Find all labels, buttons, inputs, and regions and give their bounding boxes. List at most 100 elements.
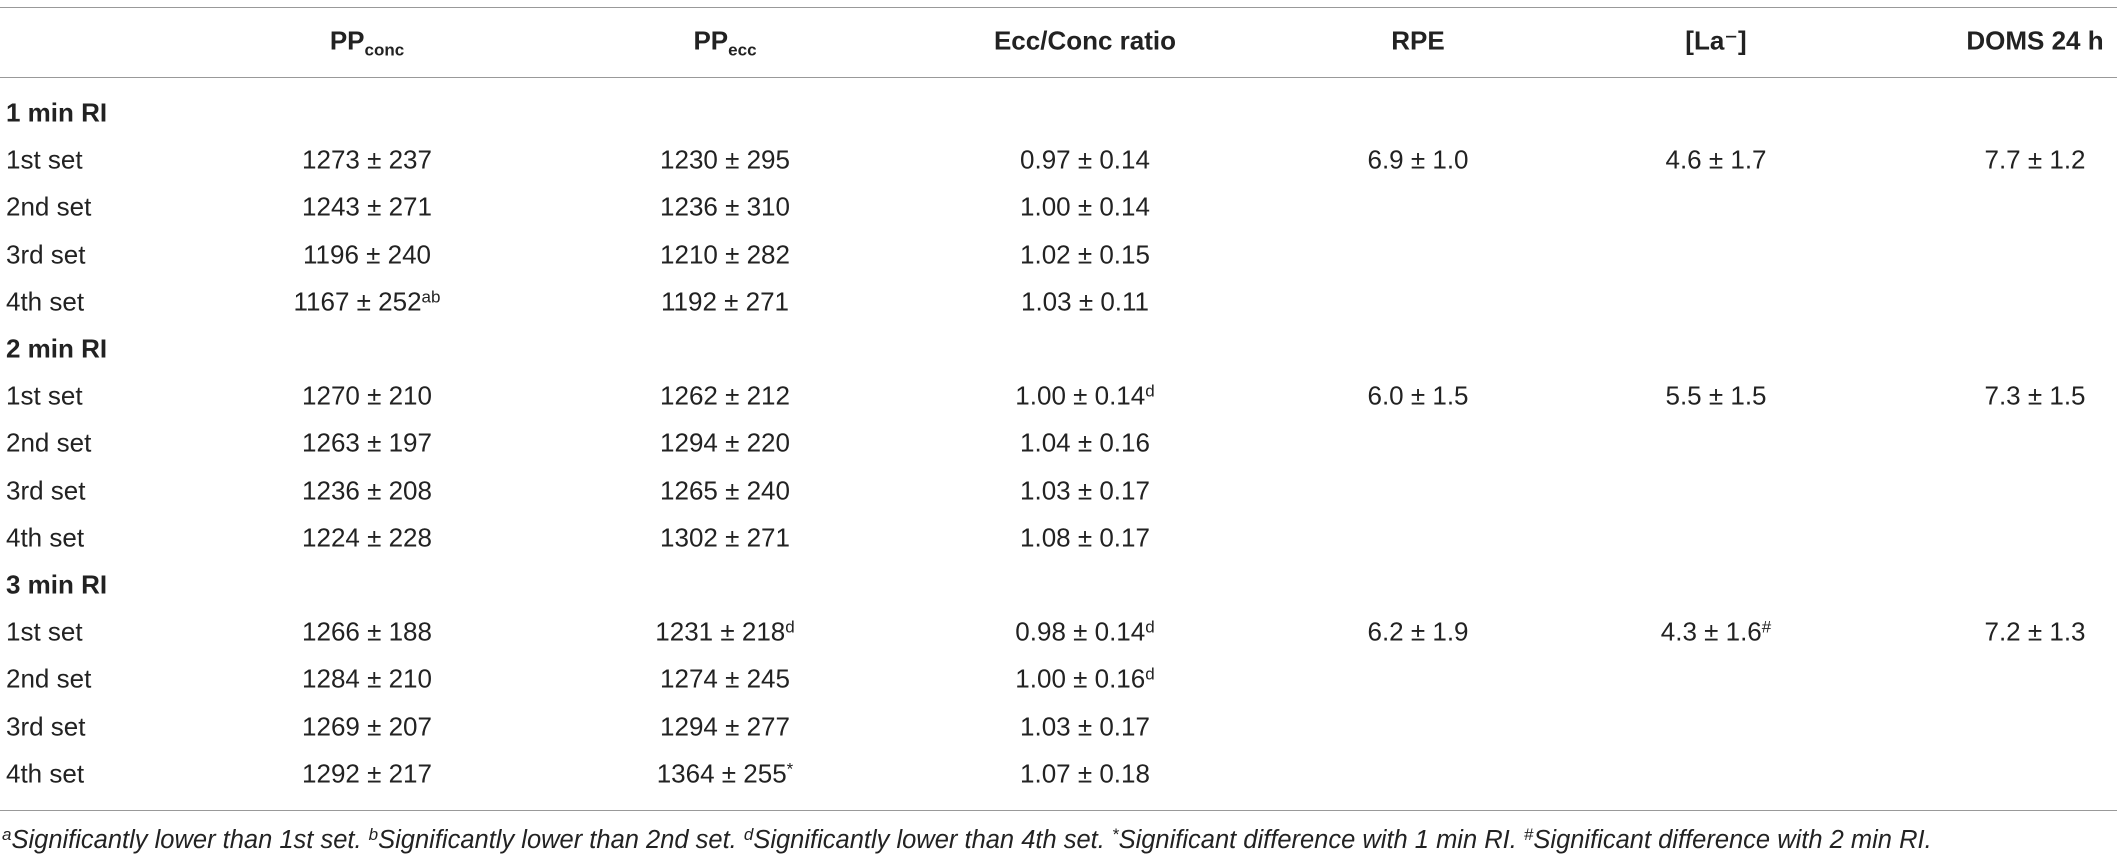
superscript: d — [785, 617, 795, 637]
data-cell: 1263 ± 197 — [302, 428, 432, 459]
row-label: 4th set — [6, 522, 85, 553]
cell-text: 1.00 ± 0.14 — [1015, 380, 1146, 411]
footnote-text: Significantly lower than 1st set. — [11, 826, 362, 854]
superscript: d — [1145, 381, 1155, 401]
group-label: 3 min RI — [6, 569, 108, 600]
group-label: 1 min RI — [6, 97, 108, 128]
bottom-rule — [0, 810, 2117, 811]
data-cell: 4.6 ± 1.7 — [1665, 145, 1766, 176]
data-cell: 1266 ± 188 — [302, 617, 432, 648]
column-header: PPconc — [330, 26, 404, 59]
data-cell: 1292 ± 217 — [302, 758, 432, 789]
data-cell: 1196 ± 240 — [303, 239, 431, 270]
cell-text: 1364 ± 255 — [656, 758, 787, 789]
data-cell: 1274 ± 245 — [660, 664, 790, 695]
cell-text: 1294 ± 220 — [660, 427, 790, 458]
row-label: 1st set — [6, 616, 83, 647]
cell-text: 4.3 ± 1.6 — [1660, 616, 1762, 647]
data-cell: 4.3 ± 1.6# — [1661, 617, 1771, 648]
data-cell: 1.07 ± 0.18 — [1020, 758, 1150, 789]
cell-text: 1302 ± 271 — [660, 522, 790, 553]
cell-text: 1196 ± 240 — [302, 239, 432, 270]
footnotes: aSignificantly lower than 1st set. bSign… — [2, 826, 1932, 855]
column-header: [La⁻] — [1685, 26, 1746, 57]
data-cell: 1302 ± 271 — [660, 522, 790, 553]
data-cell: 1.03 ± 0.11 — [1021, 286, 1149, 317]
data-cell: 1231 ± 218d — [655, 617, 794, 648]
data-cell: 7.3 ± 1.5 — [1984, 381, 2085, 412]
cell-text: 1263 ± 197 — [302, 427, 432, 458]
cell-text: RPE — [1391, 25, 1445, 56]
data-cell: 6.2 ± 1.9 — [1367, 617, 1468, 648]
cell-text: 1.04 ± 0.16 — [1020, 427, 1150, 458]
cell-text: PP — [693, 25, 729, 56]
data-cell: 1192 ± 271 — [661, 286, 789, 317]
footnote-mark: d — [743, 825, 754, 844]
footnote-mark: a — [2, 825, 12, 844]
cell-text: 1236 ± 310 — [660, 191, 790, 222]
data-cell: 1.00 ± 0.16d — [1015, 664, 1154, 695]
group-label: 2 min RI — [6, 333, 108, 364]
cell-text: 1.00 ± 0.14 — [1020, 191, 1150, 222]
cell-text: 1231 ± 218 — [655, 616, 786, 647]
data-cell: 1236 ± 208 — [302, 475, 432, 506]
superscript: ab — [421, 287, 441, 307]
footnote-mark: b — [368, 825, 379, 844]
data-cell: 1265 ± 240 — [660, 475, 790, 506]
cell-text: 6.9 ± 1.0 — [1367, 144, 1469, 175]
cell-text: 7.3 ± 1.5 — [1984, 380, 2086, 411]
data-cell: 1.03 ± 0.17 — [1020, 711, 1150, 742]
cell-text: 1.03 ± 0.11 — [1021, 286, 1149, 317]
data-cell: 1.03 ± 0.17 — [1020, 475, 1150, 506]
cell-text: 1284 ± 210 — [302, 663, 432, 694]
cell-text: 1224 ± 228 — [302, 522, 432, 553]
footnote-text: Significant difference with 1 min RI. — [1118, 826, 1517, 854]
cell-text: 1230 ± 295 — [660, 144, 790, 175]
row-label: 3rd set — [6, 711, 86, 742]
column-header: RPE — [1391, 26, 1444, 57]
top-rule — [0, 7, 2117, 8]
cell-text: 1273 ± 237 — [302, 144, 432, 175]
footnote: *Significant difference with 1 min RI. — [1112, 826, 1517, 854]
column-header: DOMS 24 h — [1966, 26, 2103, 57]
data-cell: 1230 ± 295 — [660, 145, 790, 176]
data-cell: 1269 ± 207 — [302, 711, 432, 742]
footnote: dSignificantly lower than 4th set. — [744, 826, 1105, 854]
data-cell: 0.97 ± 0.14 — [1020, 145, 1150, 176]
cell-text: 1.02 ± 0.15 — [1020, 239, 1150, 270]
cell-text: 7.2 ± 1.3 — [1984, 616, 2086, 647]
cell-text: 1274 ± 245 — [660, 663, 790, 694]
superscript: d — [1145, 617, 1155, 637]
row-label: 2nd set — [6, 427, 92, 458]
data-cell: 1.02 ± 0.15 — [1020, 239, 1150, 270]
data-cell: 1364 ± 255* — [657, 758, 794, 789]
data-cell: 1294 ± 277 — [660, 711, 790, 742]
row-label: 4th set — [6, 286, 85, 317]
cell-text: DOMS 24 h — [1966, 25, 2104, 56]
cell-text: 1.00 ± 0.16 — [1015, 663, 1146, 694]
data-cell: 5.5 ± 1.5 — [1665, 381, 1766, 412]
cell-text: Ecc/Conc ratio — [993, 25, 1177, 56]
cell-text: 1236 ± 208 — [302, 475, 432, 506]
cell-text: 1192 ± 271 — [660, 286, 790, 317]
cell-text: 1.07 ± 0.18 — [1020, 758, 1150, 789]
cell-text: 0.98 ± 0.14 — [1015, 616, 1146, 647]
footnote-mark: # — [1523, 825, 1534, 844]
data-cell: 7.2 ± 1.3 — [1984, 617, 2085, 648]
cell-text: 1294 ± 277 — [660, 711, 790, 742]
cell-text: 7.7 ± 1.2 — [1984, 144, 2086, 175]
data-cell: 7.7 ± 1.2 — [1984, 145, 2085, 176]
cell-text: 1270 ± 210 — [302, 380, 432, 411]
footnote-text: Significantly lower than 2nd set. — [378, 826, 737, 854]
superscript: * — [786, 759, 794, 779]
header-rule — [0, 77, 2117, 78]
data-cell: 1210 ± 282 — [660, 239, 790, 270]
footnote: #Significant difference with 2 min RI. — [1524, 826, 1932, 854]
data-cell: 1.04 ± 0.16 — [1020, 428, 1150, 459]
cell-text: 6.2 ± 1.9 — [1367, 616, 1469, 647]
row-label: 4th set — [6, 758, 85, 789]
data-cell: 1.00 ± 0.14d — [1015, 381, 1154, 412]
cell-text: 5.5 ± 1.5 — [1665, 380, 1767, 411]
cell-text: 1266 ± 188 — [302, 616, 432, 647]
data-cell: 1167 ± 252ab — [294, 286, 441, 317]
